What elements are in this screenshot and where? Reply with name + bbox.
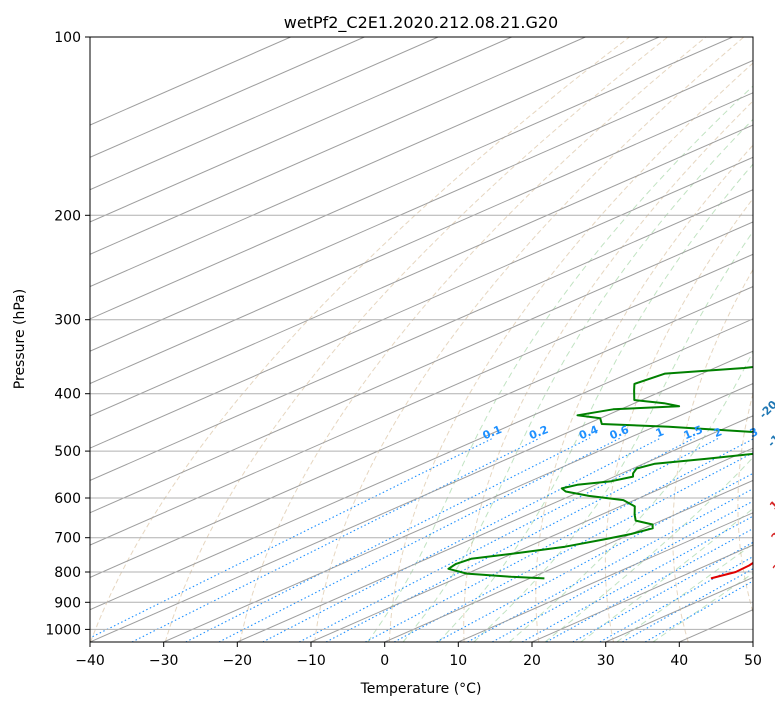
- isotherm-line: [237, 415, 753, 642]
- moist-adiabat: [473, 230, 753, 642]
- isotherm-line: [90, 286, 753, 578]
- isotherm-label: 40: [773, 587, 775, 607]
- dry-adiabat: [239, 37, 707, 642]
- isotherm-line: [90, 156, 753, 449]
- x-tick-label: 20: [523, 653, 541, 669]
- dewpoint-profile-line: [447, 366, 753, 580]
- dry-adiabat: [535, 144, 753, 642]
- x-tick-label: −10: [296, 653, 326, 669]
- profile-series: [447, 366, 753, 580]
- dry-adiabat: [672, 268, 753, 642]
- isotherm-line: [458, 512, 753, 642]
- dry-adiabat: [737, 391, 753, 614]
- y-tick-label: 900: [54, 595, 81, 611]
- mixing-ratio-line: [298, 437, 695, 642]
- x-tick-label: 10: [449, 653, 467, 669]
- isotherm-line: [90, 92, 753, 385]
- y-tick-label: 1000: [45, 622, 81, 638]
- isotherm-line: [90, 37, 586, 255]
- moist-adiabat: [438, 163, 753, 642]
- x-tick-label: −40: [75, 653, 105, 669]
- isotherm-line: [90, 350, 753, 642]
- moist-adiabat: [544, 456, 753, 642]
- y-axis-title: Pressure (hPa): [12, 289, 28, 389]
- mixing-ratio-line: [599, 556, 753, 642]
- isotherm-label: 30: [770, 556, 775, 576]
- isotherm-line: [163, 382, 753, 642]
- x-tick-label: −20: [223, 653, 253, 669]
- isotherm-line: [90, 59, 753, 352]
- x-tick-label: 50: [744, 653, 762, 669]
- mixing-ratio-line: [218, 437, 621, 642]
- y-tick-label: 400: [54, 387, 81, 403]
- plot-frame: [89, 36, 754, 643]
- moist-adiabat: [652, 572, 753, 642]
- isotherm-label: -30: [772, 359, 775, 382]
- moist-adiabat: [402, 118, 753, 642]
- y-tick-label: 600: [54, 491, 81, 507]
- x-axis-title: Temperature (°C): [360, 681, 482, 697]
- moist-adiabat: [367, 85, 753, 642]
- y-tick-label: 200: [54, 208, 81, 224]
- mixing-ratio-label: 3: [748, 425, 760, 440]
- mixing-ratio-line: [325, 437, 720, 642]
- x-axis: −40 −30 −20 −10 0 10 20 30 40 50: [75, 642, 762, 669]
- dry-adiabat: [604, 197, 753, 642]
- isotherm-label-bg: [754, 395, 775, 423]
- isotherm-line: [90, 253, 753, 546]
- isotherm-label: 20: [769, 524, 775, 544]
- dry-adiabat: [314, 37, 745, 642]
- isotherm-label-bg: [762, 424, 775, 451]
- moist-adiabats: [367, 85, 753, 642]
- isotherm-line: [90, 318, 753, 611]
- isotherm-label-bg: [764, 520, 775, 547]
- isotherm-label: 0: [773, 461, 775, 476]
- moist-adiabat: [616, 543, 753, 642]
- y-tick-label: 300: [54, 313, 81, 329]
- x-tick-label: 0: [380, 653, 389, 669]
- isotherm-label: 10: [767, 492, 775, 512]
- mixing-ratio-label: 2: [712, 425, 724, 440]
- isotherm-line: [90, 37, 512, 223]
- isotherm-line: [90, 124, 753, 417]
- isotherm-label: -10: [765, 426, 775, 449]
- dry-adiabat: [388, 62, 753, 642]
- isotherm-label-bg: [763, 488, 775, 516]
- y-axis: 100 200 300 400 500 600 700 800 900 1000: [45, 30, 90, 638]
- mixing-ratio-line: [365, 438, 753, 642]
- isotherm-line: [384, 479, 753, 642]
- dry-adiabat: [463, 100, 753, 642]
- mixing-ratio-line: [436, 472, 753, 642]
- isotherm-line: [90, 37, 439, 191]
- pressure-gridlines: [90, 37, 753, 630]
- x-tick-label: 40: [670, 653, 688, 669]
- moist-adiabat: [509, 350, 753, 642]
- isotherm-line: [310, 447, 753, 642]
- isotherm-line: [90, 221, 753, 514]
- chart-title: wetPf2_C2E1.2020.212.08.21.G20: [284, 13, 558, 33]
- x-tick-label: −30: [149, 653, 179, 669]
- isotherm-line: [90, 37, 660, 288]
- y-tick-label: 700: [54, 531, 81, 547]
- isotherm-label-bg: [766, 455, 775, 482]
- mixing-ratio-line: [90, 437, 494, 639]
- isotherms: [90, 37, 753, 642]
- y-tick-label: 500: [54, 444, 81, 460]
- x-tick-label: 30: [597, 653, 615, 669]
- mixing-ratio-line: [492, 500, 753, 642]
- mixing-ratio-label: 1: [654, 425, 666, 440]
- isotherm-label-bg: [766, 552, 775, 579]
- y-tick-label: 800: [54, 565, 81, 581]
- isotherm-line: [90, 37, 365, 158]
- isotherm-line: [90, 189, 753, 482]
- y-tick-label: 100: [54, 30, 81, 46]
- isotherm-line: [90, 37, 733, 320]
